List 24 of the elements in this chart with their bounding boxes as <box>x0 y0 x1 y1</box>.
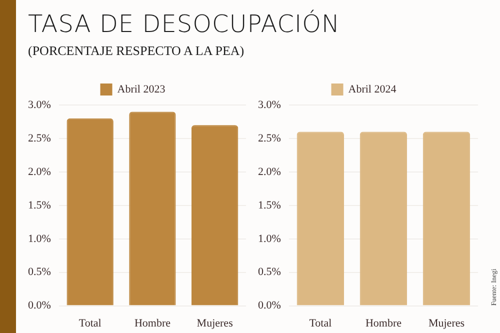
x-tick-label: Mujeres <box>196 317 233 330</box>
y-tick-label: 0.5% <box>258 266 281 278</box>
x-tick-label: Hombre <box>365 317 402 330</box>
chart-subtitle: (PORCENTAJE RESPECTO A LA PEA) <box>28 43 244 59</box>
y-tick-label: 2.5% <box>28 132 51 144</box>
y-tick-label: 2.0% <box>258 166 281 178</box>
x-tick-label: Total <box>309 317 332 330</box>
y-tick-label: 0.0% <box>28 300 51 312</box>
legend-label: Abril 2023 <box>117 83 166 96</box>
y-tick-label: 2.0% <box>28 166 51 178</box>
legend-label: Abril 2024 <box>348 83 397 96</box>
y-tick-label: 1.0% <box>258 232 281 245</box>
y-tick-label: 1.0% <box>28 232 51 245</box>
x-tick-label: Mujeres <box>428 317 465 330</box>
y-tick-label: 0.5% <box>28 266 51 278</box>
y-tick-label: 2.5% <box>258 132 281 144</box>
y-tick-label: 1.5% <box>28 199 51 212</box>
x-tick-label: Total <box>78 317 102 330</box>
y-tick-label: 3.0% <box>28 98 51 111</box>
y-tick-label: 3.0% <box>258 98 281 111</box>
chart-title: TASA DE DESOCUPACIÓN <box>28 10 340 38</box>
y-tick-label: 1.5% <box>258 199 281 212</box>
y-tick-label: 0.0% <box>258 300 281 312</box>
x-tick-label: Hombre <box>134 317 171 330</box>
